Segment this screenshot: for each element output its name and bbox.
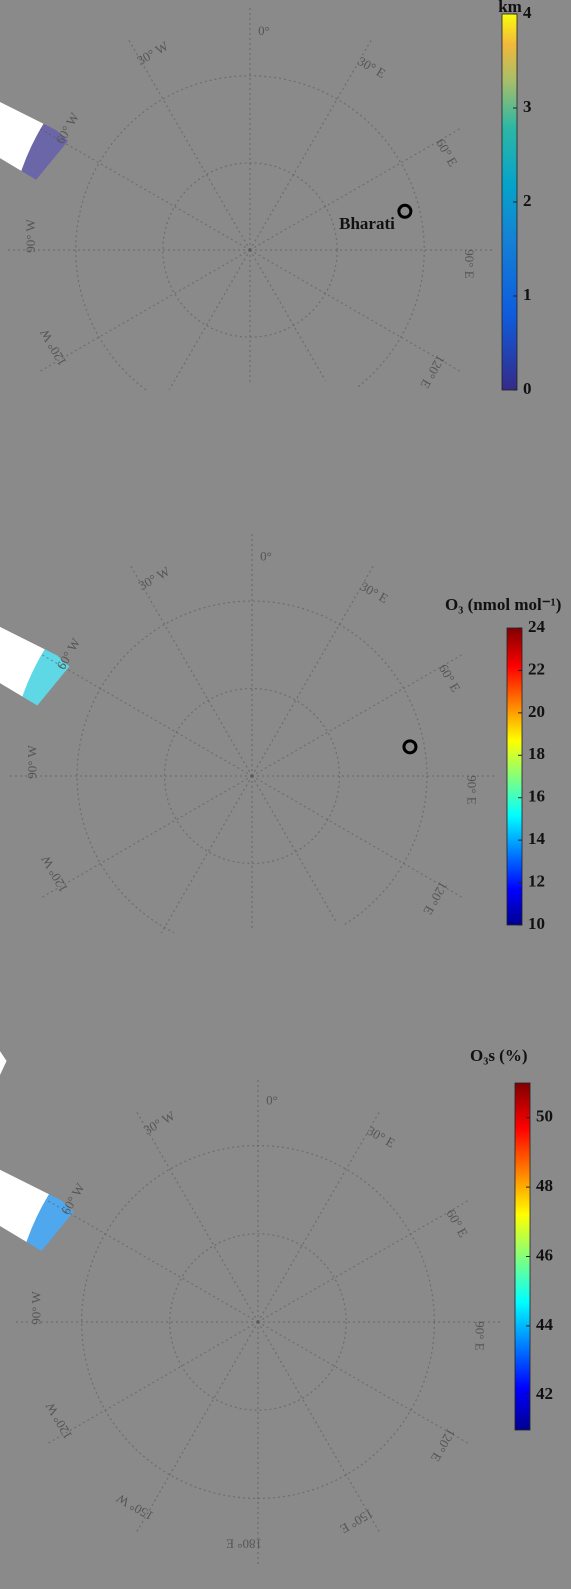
longitude-label: 90° W	[28, 1291, 43, 1325]
station-label: Bharati	[339, 214, 395, 233]
coastline	[77, 1170, 447, 1503]
colorbar-tick-label: 22	[528, 659, 545, 678]
colorbar-tick-label: 2	[523, 191, 532, 210]
latitude-circle	[169, 1233, 347, 1411]
colorbar-tick-label: 4	[523, 3, 532, 22]
colorbar-tick-label: 10	[528, 914, 545, 933]
meridian	[251, 775, 463, 899]
colorbar-tick-label: 48	[536, 1176, 553, 1195]
colorbar-tick-label: 1	[523, 285, 532, 304]
meridian	[45, 1198, 259, 1323]
longitude-label: 90° W	[24, 745, 39, 779]
station-marker	[397, 203, 413, 219]
meridian	[249, 128, 460, 251]
latitude-circle	[75, 75, 425, 425]
coastline	[72, 625, 439, 955]
meridian	[257, 1198, 471, 1323]
longitude-label: 180° E	[226, 1537, 262, 1552]
longitude-label: 0°	[266, 1092, 278, 1107]
meridian	[134, 1321, 259, 1535]
meridian	[129, 775, 253, 987]
longitude-label: 90° E	[462, 249, 477, 278]
latitude-circle	[76, 600, 428, 952]
meridian	[251, 653, 463, 777]
meridian	[249, 249, 460, 372]
colorbar-tick-label: 12	[528, 871, 545, 890]
meridian	[40, 128, 251, 251]
meridian	[251, 775, 375, 987]
meridian	[129, 565, 253, 777]
colorbar-tick-label: 50	[536, 1107, 553, 1126]
colorbar-tick-label: 24	[528, 617, 546, 636]
colorbar-title: O₃s (%)	[470, 1046, 528, 1065]
latitude-circle	[163, 687, 341, 865]
colorbar-tick-label: 16	[528, 787, 545, 806]
colorbar-tick-label: 18	[528, 744, 545, 763]
meridian	[41, 775, 253, 899]
colorbar-tick-label: 46	[536, 1245, 553, 1264]
longitude-label: 90° W	[23, 219, 38, 253]
colorbar-title: O₃ (nmol mol⁻¹)	[445, 595, 561, 614]
meridian	[41, 653, 253, 777]
latitude-circle	[162, 162, 338, 338]
meridian	[251, 565, 375, 777]
coastline	[71, 100, 436, 429]
longitude-label: 90° E	[473, 1321, 488, 1350]
colorbar-tick-label: 3	[523, 97, 532, 116]
colorbar-tick-label: 14	[528, 829, 546, 848]
station-marker	[402, 739, 418, 755]
longitude-label: 0°	[258, 23, 270, 38]
longitude-label: 90° E	[465, 775, 480, 804]
colorbar-tick-label: 44	[536, 1315, 554, 1334]
longitude-label: 0°	[260, 548, 272, 563]
meridian	[257, 1321, 382, 1535]
meridian	[257, 1109, 382, 1323]
colorbar-tick-label: 42	[536, 1384, 553, 1403]
meridian	[249, 40, 372, 251]
colorbar-tick-label: 20	[528, 702, 545, 721]
meridian	[40, 249, 251, 372]
colorbar-tick-label: 0	[523, 379, 532, 398]
meridian	[45, 1321, 259, 1446]
meridian	[257, 1321, 471, 1446]
meridian	[134, 1109, 259, 1323]
colorbar	[506, 627, 523, 926]
meridian	[128, 40, 251, 251]
colorbar-title: km	[498, 0, 522, 16]
